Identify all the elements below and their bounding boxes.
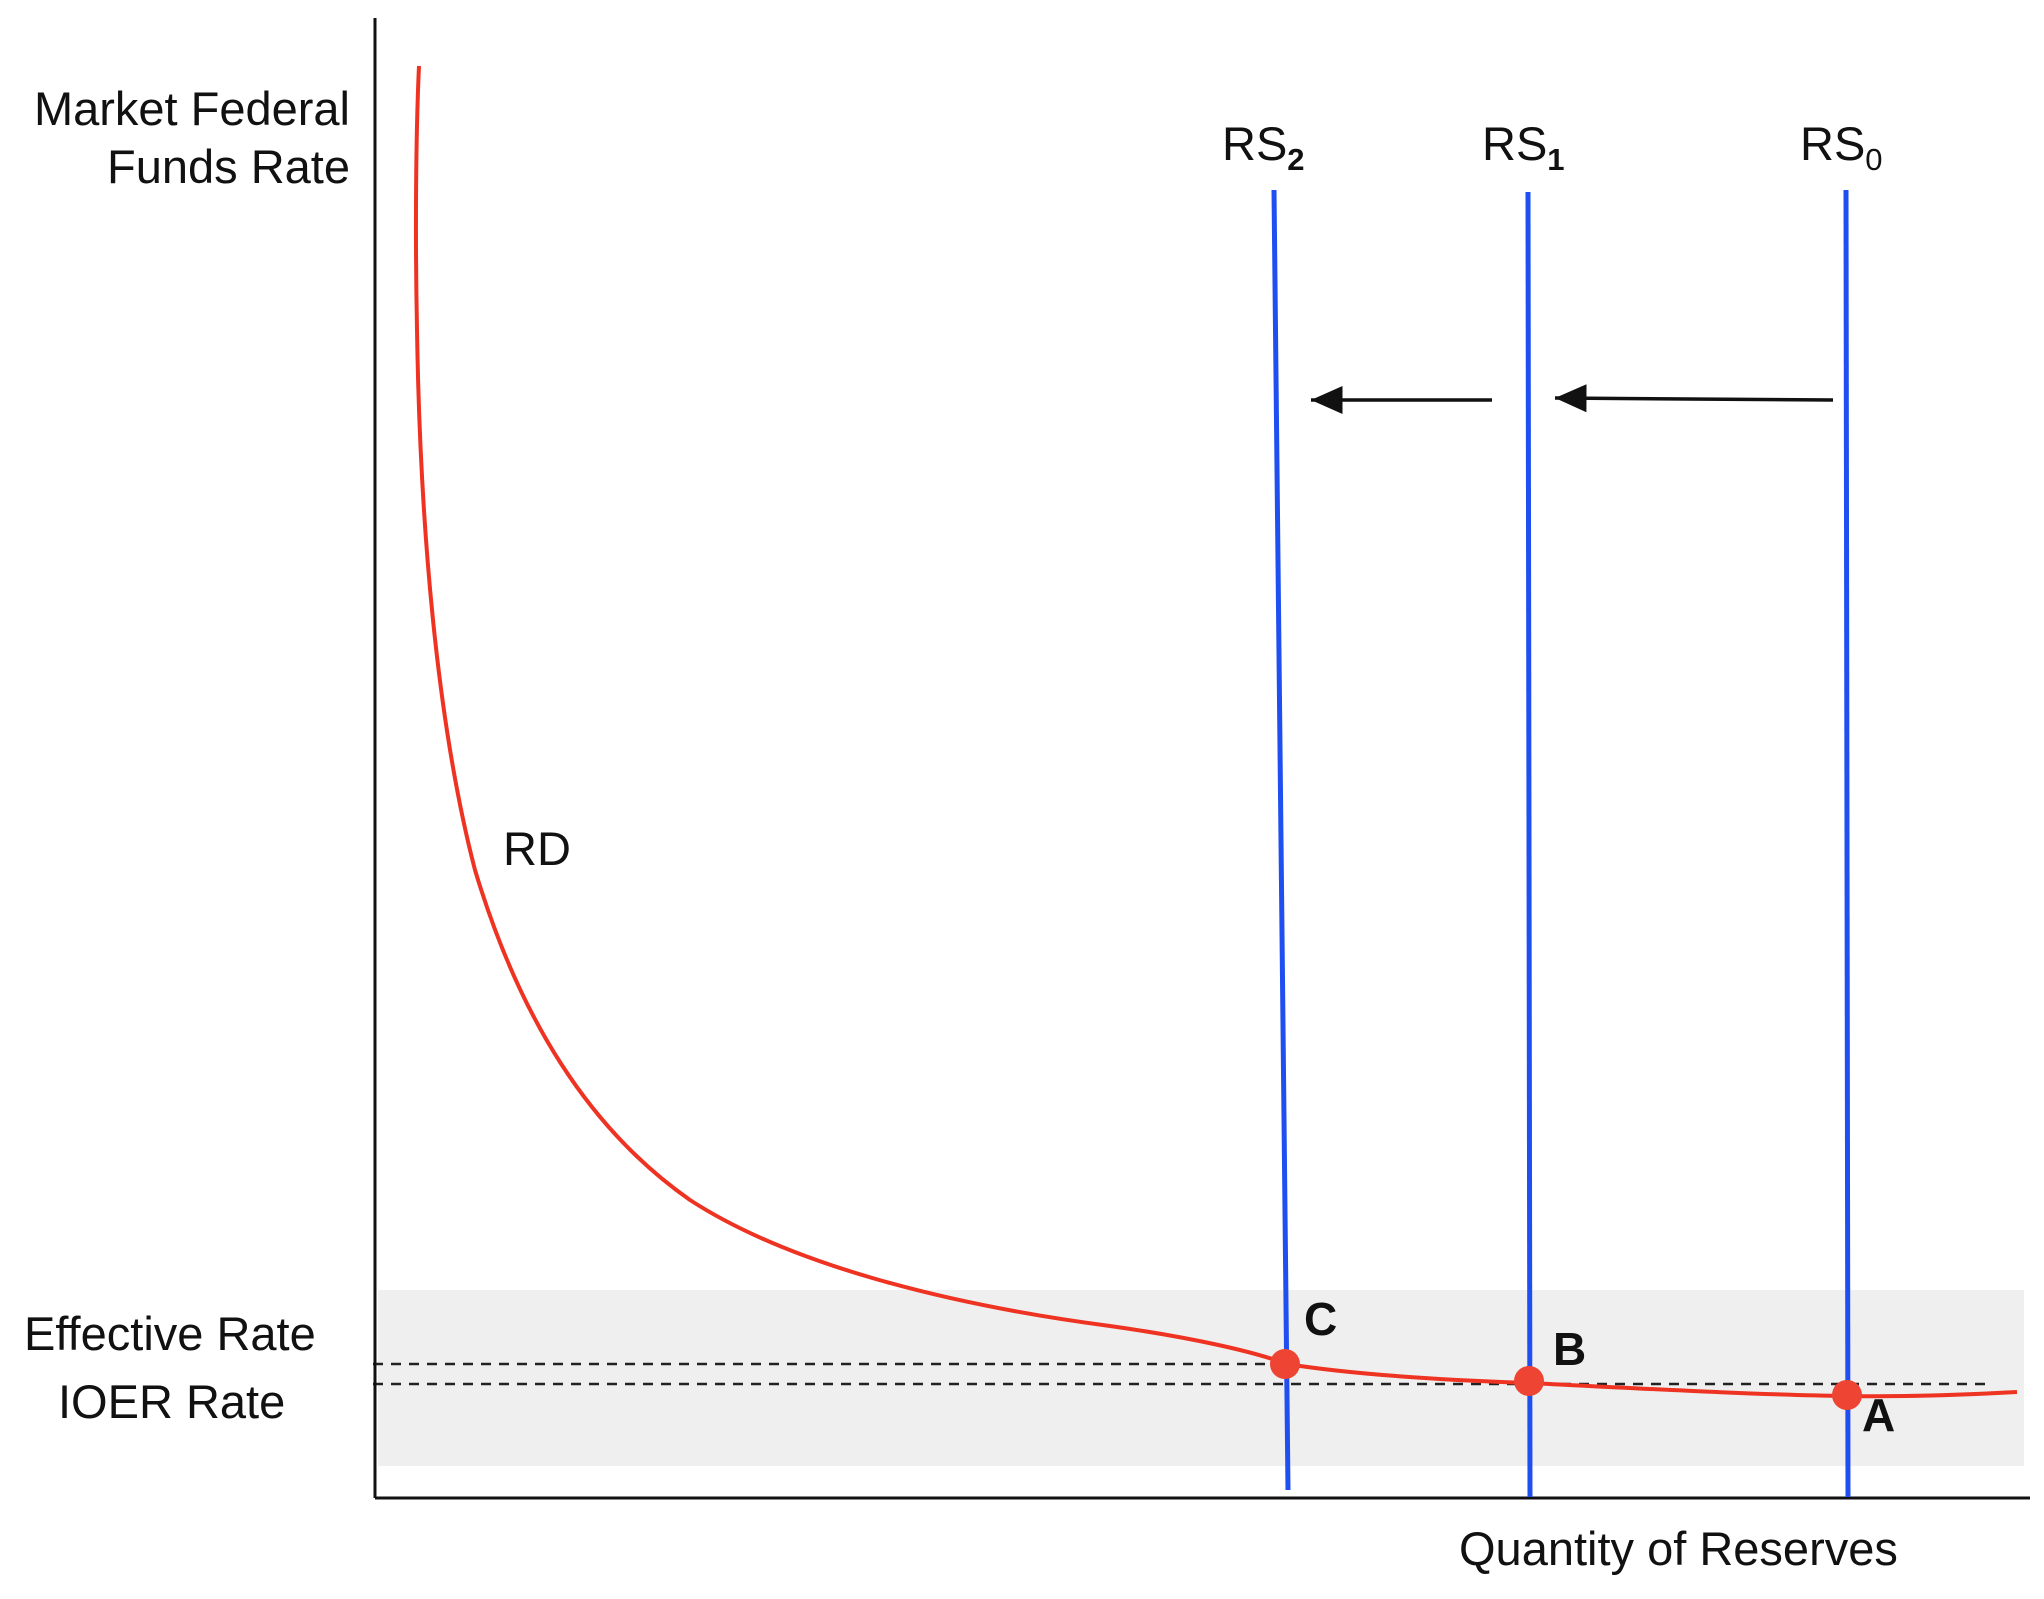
supply-curve-label-rs0-subscript: 0 [1865,142,1883,177]
y-axis-label-line-2: Funds Rate [107,140,350,193]
reserve-supply-curve-rs1 [1525,191,1533,1498]
supply-curve-label-rs0: RS0 [1800,115,1883,179]
equilibrium-point-c [1270,1349,1300,1379]
supply-curve-label-rs1: RS1 [1482,115,1565,179]
demand-curve-label: RD [503,822,571,875]
shift-arrow-rs0-to-rs1 [1554,384,1834,413]
y-axis-label-line-1: Market Federal [33,82,350,135]
point-label-b: B [1553,1323,1587,1375]
equilibrium-point-b [1514,1366,1544,1396]
reserve-demand-curve [413,65,2018,1399]
supply-curve-label-rs2: RS2 [1222,115,1305,179]
y-axis-label: Market Federal Funds Rate [34,80,350,196]
supply-curve-label-rs2-subscript: 2 [1287,142,1305,177]
x-axis-label: Quantity of Reserves [1459,1522,1898,1575]
point-label-c: C [1304,1293,1338,1345]
rate-band [378,1290,2024,1466]
effective-rate-label: Effective Rate [24,1307,316,1360]
supply-curve-label-rs0-main: RS [1800,117,1866,170]
equilibrium-point-a [1832,1380,1862,1410]
supply-curve-label-rs1-main: RS [1482,117,1548,170]
ioer-rate-label: IOER Rate [58,1375,286,1428]
point-label-a: A [1862,1389,1896,1441]
reserve-supply-curve-rs2 [1271,189,1291,1491]
supply-curve-label-rs2-main: RS [1222,117,1288,170]
supply-curve-label-rs1-subscript: 1 [1547,142,1565,177]
reserve-supply-curve-rs0 [1843,189,1851,1498]
